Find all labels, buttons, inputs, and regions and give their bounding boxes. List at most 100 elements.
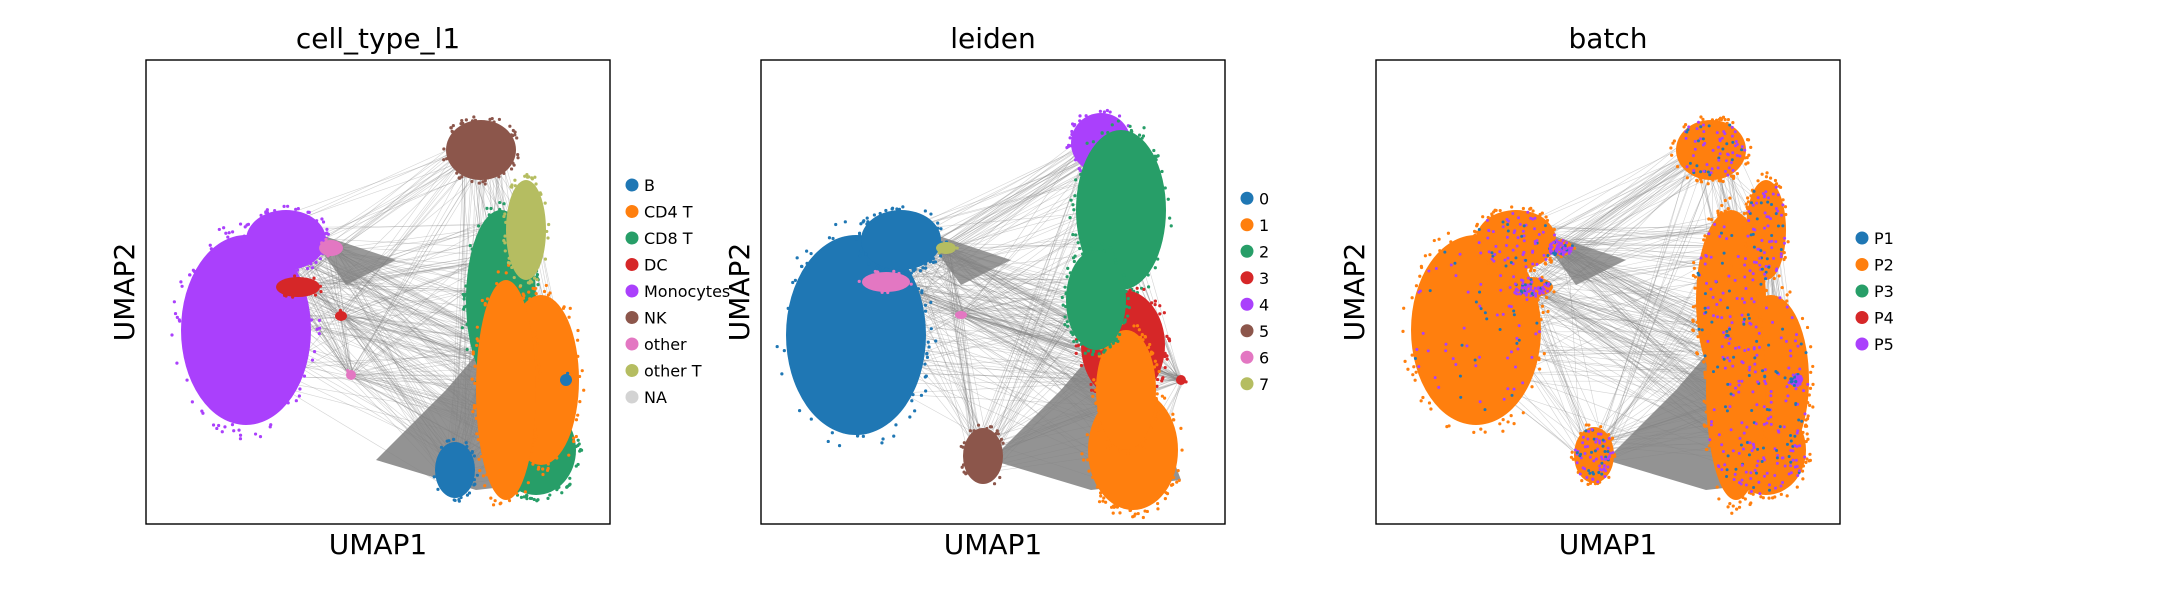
cell-point [1732,355,1736,359]
cell-point [1538,367,1542,371]
cell-point [1155,377,1160,382]
cell-point [1748,365,1752,369]
cell-point [1793,434,1797,438]
cell-point [936,221,940,225]
cell-point [827,236,832,240]
cell-point [1506,387,1510,391]
cell-point [1089,382,1093,387]
cell-point [1769,465,1773,470]
cell-point [1487,250,1491,254]
cell-point [1506,256,1510,260]
cell-point [1725,409,1729,413]
cell-point [1750,490,1754,494]
cell-point [1073,194,1077,198]
cell-point [1739,482,1743,486]
cell-point [543,257,548,261]
cell-point [1477,228,1481,232]
cell-point [1682,125,1686,129]
cell-point [1760,172,1764,176]
cell-point [929,300,933,305]
cell-point [1754,279,1758,283]
cell-point [530,496,534,501]
cluster-NK [442,115,520,186]
cell-point [1692,169,1696,173]
cell-point [1758,492,1762,496]
cell-point [867,262,871,266]
cell-point [1721,286,1726,290]
edge-line [1564,147,1698,250]
cell-point [780,372,784,376]
cell-point [1766,224,1770,228]
cell-point [1076,343,1081,347]
edge-line [268,135,482,305]
cell-point [1157,369,1161,374]
cell-point [1760,327,1764,331]
cell-point [527,290,531,294]
cell-point [1499,274,1503,278]
cell-point [1731,121,1735,125]
cell-point [1779,255,1783,259]
cell-point [1795,333,1799,337]
cell-point [1755,339,1759,343]
cell-point [1509,261,1513,265]
cell-point [1747,453,1751,457]
cluster-blob [346,370,356,380]
cell-point [1534,292,1538,296]
cell-point [1782,459,1786,464]
cell-point [1785,494,1789,498]
cell-point [1699,170,1703,174]
cell-point [1572,246,1577,250]
edge-line [1554,161,1697,247]
cell-point [1163,497,1167,501]
edge-line [349,163,475,374]
cell-point [1533,286,1537,290]
cell-point [1752,189,1756,193]
cell-point [1122,273,1126,277]
cell-point [1724,278,1728,282]
cell-point [897,207,902,211]
cell-point [1803,424,1807,428]
cell-point [1742,216,1747,221]
legend-item: NA [625,388,667,407]
cell-point [895,207,899,211]
cell-point [1702,238,1706,242]
cell-point [1766,417,1770,421]
cell-point [1790,316,1794,320]
cell-point [1513,282,1517,286]
cell-point [179,280,183,284]
cell-point [1704,447,1709,452]
cell-point [1586,437,1590,441]
cell-point [1756,247,1760,251]
cell-point [1751,278,1755,282]
legend-marker [1855,337,1869,351]
cell-point [1811,364,1815,369]
cell-point [1715,303,1719,307]
cell-point [1509,278,1513,282]
cell-point [1478,304,1482,308]
cell-point [1111,511,1115,515]
cell-point [536,378,541,382]
cell-point [793,278,797,282]
cell-point [1742,322,1746,326]
cell-point [576,338,580,342]
cell-point [479,455,484,459]
cell-point [1474,300,1478,304]
cell-point [1789,434,1793,438]
legend-item: P1 [1855,229,1894,248]
cell-point [471,410,475,414]
cell-point [1419,399,1423,403]
cell-point [1483,408,1487,412]
cell-point [1516,289,1520,293]
cell-point [1779,484,1783,488]
cell-point [1156,412,1160,416]
cell-point [1585,475,1589,479]
cell-point [1761,446,1765,450]
cell-point [1781,224,1785,228]
cell-point [1714,118,1719,122]
cell-point [249,258,253,262]
cell-point [1070,129,1074,134]
cell-point [223,425,227,429]
cell-point [1692,261,1696,265]
edge-line [939,249,978,452]
